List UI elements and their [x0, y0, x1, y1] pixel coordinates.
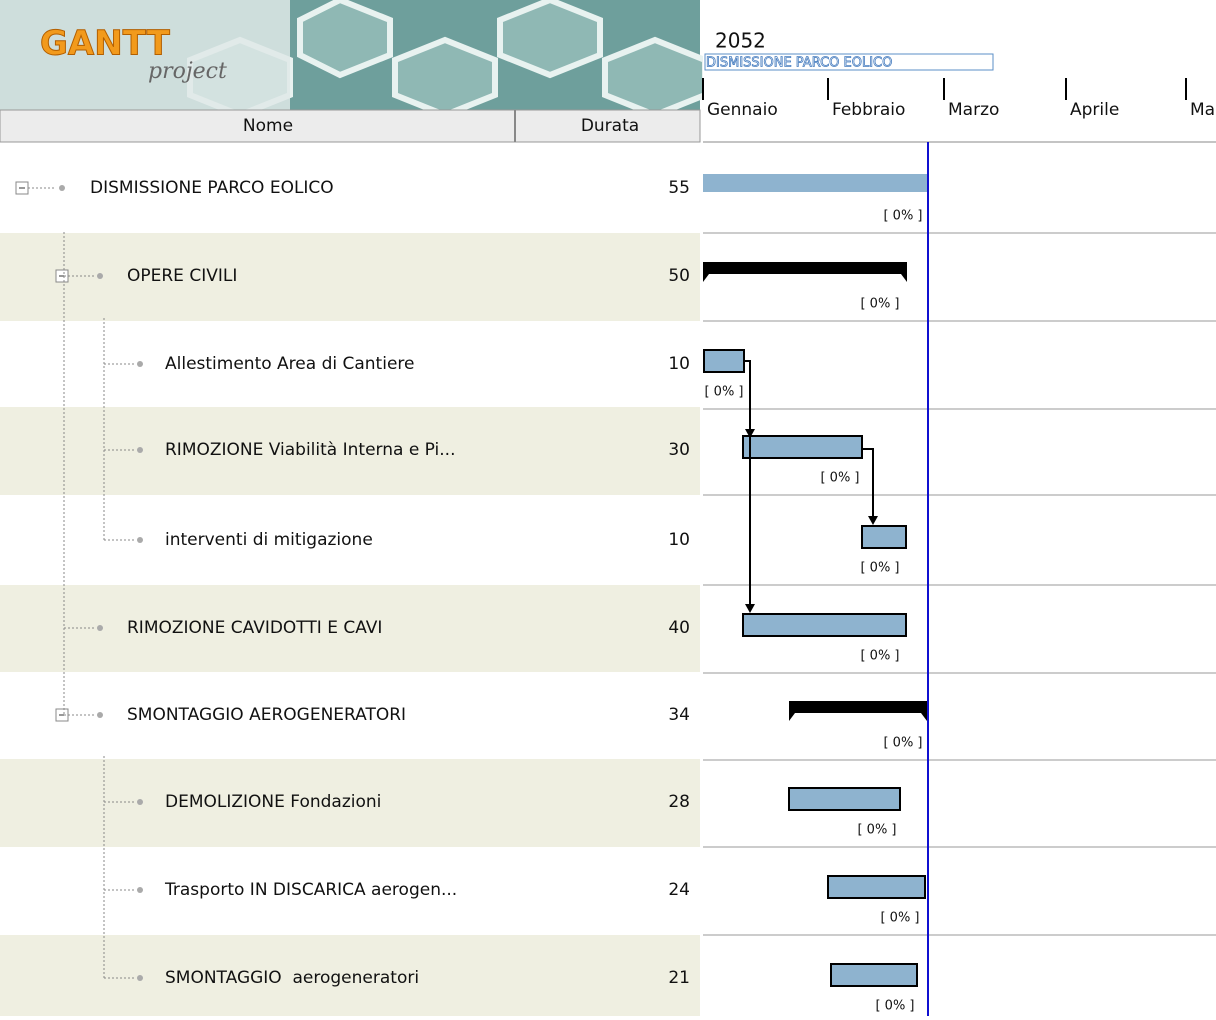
logo-subtitle: project	[148, 59, 227, 84]
progress-label: [ 0% ]	[860, 561, 899, 576]
timeline-header	[703, 0, 1216, 142]
logo-title: GANTT	[40, 24, 171, 64]
task-duration: 28	[668, 792, 690, 812]
task-duration: 21	[668, 968, 690, 988]
task-name[interactable]: Trasporto IN DISCARICA aerogen...	[164, 880, 457, 900]
task-name[interactable]: SMONTAGGIO AEROGENERATORI	[127, 705, 406, 725]
task-bar[interactable]	[743, 436, 862, 458]
progress-label: [ 0% ]	[860, 297, 899, 312]
month-label: Febbraio	[832, 100, 905, 120]
task-name[interactable]: RIMOZIONE CAVIDOTTI E CAVI	[127, 618, 382, 638]
month-label: Gennaio	[707, 100, 778, 120]
task-icon	[59, 185, 65, 191]
task-name[interactable]: DEMOLIZIONE Fondazioni	[165, 792, 381, 812]
progress-label: [ 0% ]	[704, 385, 743, 400]
task-duration: 55	[668, 178, 690, 198]
progress-label: [ 0% ]	[883, 736, 922, 751]
task-bar[interactable]	[828, 876, 925, 898]
task-bar[interactable]	[862, 526, 906, 548]
task-name[interactable]: OPERE CIVILI	[127, 266, 237, 286]
dependency-arrow	[868, 516, 878, 525]
task-icon	[137, 799, 143, 805]
task-name[interactable]: Allestimento Area di Cantiere	[165, 354, 414, 374]
progress-label: [ 0% ]	[875, 999, 914, 1014]
summary-tip	[901, 274, 907, 282]
task-name[interactable]: DISMISSIONE PARCO EOLICO	[90, 178, 334, 198]
task-duration: 40	[668, 618, 690, 638]
project-bar[interactable]	[703, 174, 928, 192]
month-label: Ma	[1190, 100, 1215, 120]
task-duration: 24	[668, 880, 690, 900]
summary-bar	[789, 701, 927, 713]
rows: DISMISSIONE PARCO EOLICO 55 OPERE CIVILI 50…	[0, 145, 700, 1016]
progress-label: [ 0% ]	[857, 823, 896, 838]
task-duration: 10	[668, 354, 690, 374]
row-background	[0, 233, 700, 321]
column-title[interactable]: Nome	[243, 116, 293, 136]
task-icon	[137, 537, 143, 543]
summary-tip	[789, 713, 795, 721]
project-label: DISMISSIONE PARCO EOLICO	[706, 56, 892, 71]
column-title[interactable]: Durata	[581, 116, 639, 136]
dependency-arrow	[745, 604, 755, 613]
month-label: Marzo	[948, 100, 999, 120]
summary-tip	[703, 274, 709, 282]
task-bar[interactable]	[743, 614, 906, 636]
progress-label: [ 0% ]	[860, 649, 899, 664]
progress-label: [ 0% ]	[880, 911, 919, 926]
gantt-window: GANTT project Nome Durata 2052 DISMISSIO…	[0, 0, 1216, 1016]
task-name[interactable]: RIMOZIONE Viabilità Interna e Pi...	[165, 440, 456, 460]
task-bar[interactable]	[789, 788, 900, 810]
summary-tip	[921, 713, 927, 721]
task-bar[interactable]	[831, 964, 917, 986]
task-duration: 30	[668, 440, 690, 460]
task-icon	[137, 975, 143, 981]
year-label: 2052	[715, 29, 766, 53]
task-icon	[97, 712, 103, 718]
chart-area: [ 0% ] [ 0% ] [ 0% ] [ 0% ] [ 0% ] [ 0% ] [ 0%…	[703, 142, 1216, 1016]
dependency-line	[862, 449, 873, 523]
summary-bar	[703, 262, 907, 274]
task-duration: 34	[668, 705, 690, 725]
task-icon	[137, 887, 143, 893]
task-name[interactable]: SMONTAGGIO aerogeneratori	[165, 968, 419, 988]
month-label: Aprile	[1070, 100, 1119, 120]
task-icon	[97, 273, 103, 279]
task-name[interactable]: interventi di mitigazione	[165, 530, 373, 550]
task-icon	[137, 361, 143, 367]
page: GANTT project Nome Durata 2052 DISMISSIO…	[0, 0, 1216, 1016]
progress-label: [ 0% ]	[883, 209, 922, 224]
task-bar[interactable]	[704, 350, 744, 372]
progress-label: [ 0% ]	[820, 471, 859, 486]
task-duration: 50	[668, 266, 690, 286]
task-icon	[137, 447, 143, 453]
task-icon	[97, 625, 103, 631]
task-duration: 10	[668, 530, 690, 550]
